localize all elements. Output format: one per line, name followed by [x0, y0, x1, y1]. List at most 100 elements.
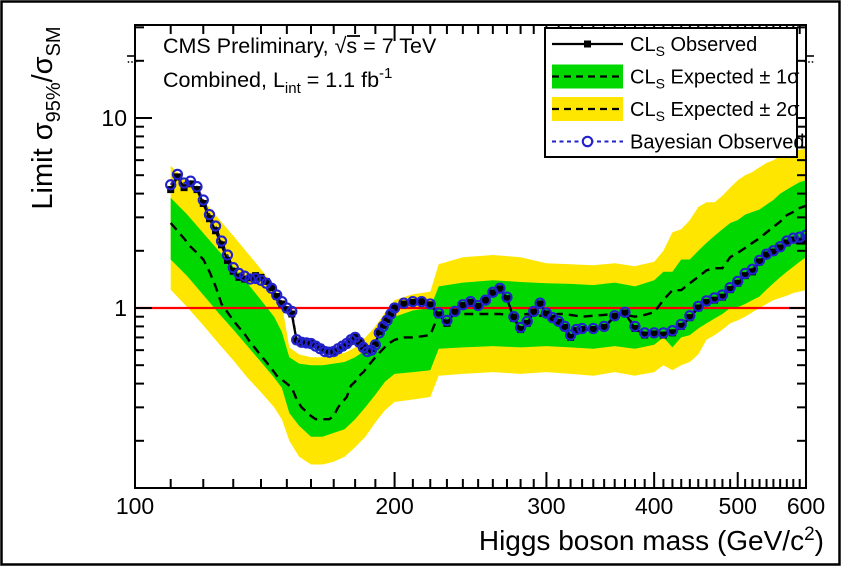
bayesian-marker: [249, 272, 262, 285]
bayesian-marker: [753, 254, 766, 267]
legend-entry-expected-1sigma: CLS Expected ± 1σ: [552, 64, 800, 92]
x-tick-label: 600: [787, 493, 825, 519]
observed-marker: [650, 330, 658, 338]
observed-marker: [193, 186, 201, 194]
bayesian-marker: [424, 298, 436, 310]
legend-entry-bayesian-observed: Bayesian Observed: [552, 132, 805, 154]
bayesian-marker: [521, 315, 533, 328]
legend-label: CLS Expected ± 2σ: [630, 99, 800, 124]
bayesian-marker: [534, 297, 546, 309]
observed-marker: [199, 199, 207, 207]
observed-marker: [503, 295, 511, 303]
observed-marker: [517, 326, 525, 334]
bayesian-marker: [494, 282, 506, 294]
observed-marker: [496, 285, 504, 293]
plot-frame: [134, 24, 807, 489]
observed-marker: [763, 251, 771, 259]
observed-marker: [409, 298, 417, 306]
observed-marker: [459, 302, 467, 310]
observed-marker: [288, 310, 296, 318]
bayesian-marker: [238, 270, 251, 282]
legend-box: [544, 27, 798, 158]
observed-marker: [756, 258, 764, 266]
bayesian-marker: [433, 307, 445, 319]
x-tick-label: 100: [116, 493, 154, 519]
observed-marker: [718, 293, 726, 301]
bayesian-marker: [244, 273, 256, 285]
bayesian-marker: [528, 305, 540, 318]
bayesian-marker: [286, 305, 298, 318]
observed-marker: [474, 302, 482, 310]
header-energy-text: CMS Preliminary, √s = 7 TeV: [163, 34, 437, 58]
observed-marker: [783, 239, 791, 247]
observed-marker: [600, 323, 608, 331]
legend-label: CLS Observed: [630, 34, 757, 59]
bayesian-marker: [369, 339, 382, 351]
bayesian-marker: [209, 220, 222, 232]
expected-limit-curve: [169, 204, 805, 421]
bayesian-marker: [508, 311, 520, 323]
observed-marker: [387, 310, 395, 318]
bayesian-marker: [203, 208, 216, 221]
y-axis-title: Limit σ95%/σSM: [27, 26, 65, 209]
yellow-band-swatch: [552, 97, 623, 121]
observed-marker: [789, 236, 797, 244]
x-tick-label: 400: [635, 493, 673, 519]
bayesian-marker: [787, 232, 799, 244]
observed-marker: [435, 311, 443, 319]
observed-marker: [379, 321, 387, 329]
observed-marker: [530, 308, 538, 316]
bayesian-marker: [716, 289, 729, 301]
bayesian-marker: [781, 235, 793, 247]
observed-marker: [542, 310, 550, 318]
observed-marker: [734, 279, 742, 287]
bayesian-marker: [684, 310, 696, 322]
observed-marker: [621, 309, 629, 317]
bayesian-marker: [629, 320, 641, 333]
observed-marker: [355, 338, 363, 346]
observed-marker: [702, 298, 710, 306]
bayesian-marker: [184, 175, 197, 187]
bayesian-marker: [300, 337, 312, 349]
observed-marker: [383, 315, 391, 323]
observed-marker: [451, 308, 459, 316]
observed-marker: [686, 314, 694, 322]
bayesian-marker: [666, 324, 679, 337]
bayesian-marker: [692, 300, 704, 313]
observed-marker: [273, 292, 281, 300]
bayesian-marker: [472, 299, 484, 312]
bayesian-marker: [598, 320, 610, 333]
observed-marker: [489, 289, 497, 297]
observed-marker: [776, 244, 784, 252]
bayesian-marker: [746, 263, 759, 275]
bayesian-marker: [388, 302, 401, 314]
observed-marker: [668, 329, 676, 337]
bayesian-marker: [165, 179, 177, 191]
bayesian-marker: [221, 249, 234, 261]
observed-marker: [611, 313, 619, 321]
bayesian-marker: [501, 291, 513, 303]
header-luminosity-text: Combined, Lint = 1.1 fb-1: [163, 65, 392, 97]
observed-marker: [572, 327, 580, 335]
bayesian-marker: [479, 294, 492, 306]
bayesian-marker: [197, 194, 209, 206]
observed-marker: [748, 268, 756, 276]
x-tick-label: 300: [527, 493, 565, 519]
observed-marker: [173, 173, 181, 181]
legend: CLS Observed CLS Expected ± 1σ CLS Expec…: [544, 27, 805, 158]
bayesian-marker: [171, 168, 184, 181]
observed-marker: [400, 300, 408, 308]
bayesian-marker: [732, 275, 744, 288]
bayesian-marker: [564, 329, 577, 341]
observed-marker: [589, 326, 597, 334]
observed-marker: [741, 272, 749, 280]
observed-marker: [659, 331, 667, 339]
observed-marker: [482, 296, 490, 304]
observed-marker: [578, 326, 586, 334]
green-band-swatch: [552, 64, 623, 89]
observed-marker: [536, 300, 544, 308]
bayesian-marker: [619, 306, 631, 318]
bayesian-circle-marker-icon: [581, 135, 594, 148]
x-tick-label: 200: [375, 493, 413, 519]
observed-marker: [769, 248, 777, 256]
